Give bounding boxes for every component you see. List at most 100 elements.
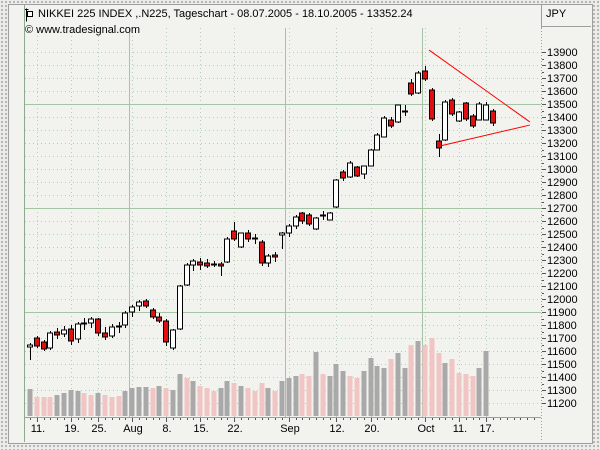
candle-body: [368, 149, 374, 167]
candle-body: [129, 306, 135, 313]
volume-bar: [150, 388, 156, 416]
y-axis-label: 11500: [547, 359, 577, 371]
volume-bar: [415, 341, 421, 416]
candle-body: [449, 99, 455, 115]
candle-body: [68, 328, 74, 342]
volume-bar: [388, 359, 394, 416]
candle-body: [211, 263, 217, 266]
candle-body: [374, 134, 380, 151]
volume-bar: [402, 368, 408, 416]
candle-body: [224, 238, 230, 263]
volume-bar: [286, 378, 292, 416]
volume-bar: [374, 366, 380, 416]
volume-bar: [27, 389, 33, 416]
volume-bar: [306, 376, 312, 416]
trendline: [439, 124, 530, 147]
volume-bar: [483, 351, 489, 416]
candle-body: [442, 101, 448, 141]
volume-bar: [156, 386, 162, 416]
volume-bar: [265, 388, 271, 416]
volume-bar: [238, 386, 244, 416]
candle-body: [204, 262, 210, 267]
candle-body: [41, 341, 47, 350]
candle-body: [340, 171, 346, 179]
y-axis-label: 13100: [547, 151, 578, 163]
y-axis-label: 13000: [547, 164, 578, 176]
x-axis-label: Aug: [123, 423, 143, 435]
candle-body: [361, 165, 367, 175]
candle-body: [109, 326, 115, 337]
volume-bar: [327, 376, 333, 416]
chart-window: [8, 4, 593, 444]
volume-bar: [68, 390, 74, 416]
candle-body: [272, 254, 278, 258]
candle-body: [184, 264, 190, 286]
volume-bar: [163, 388, 169, 416]
volume-bar: [449, 359, 455, 416]
candle-body: [299, 212, 305, 222]
volume-bar: [368, 358, 374, 416]
volume-bar: [218, 388, 224, 416]
volume-bar: [211, 391, 217, 416]
volume-bar: [313, 352, 319, 416]
candle-body: [327, 212, 333, 221]
volume-bar: [333, 364, 339, 416]
candle-body: [61, 329, 67, 335]
candle-body: [395, 104, 401, 123]
x-axis-label: 12.: [329, 423, 344, 435]
volume-bar: [47, 397, 53, 416]
currency-box: [542, 5, 591, 27]
candle-body: [218, 263, 224, 267]
candle-body: [136, 301, 142, 307]
x-axis-label: 17.: [479, 423, 494, 435]
x-axis-label: Oct: [417, 423, 434, 435]
candle-body: [408, 82, 414, 95]
y-axis-label: 13600: [547, 86, 578, 98]
volume-bar: [170, 390, 176, 416]
candle-body: [170, 329, 176, 349]
candle-body: [279, 232, 285, 236]
y-axis-label: 12400: [547, 242, 578, 254]
candle-body: [470, 115, 476, 127]
y-axis-label: 12200: [547, 268, 578, 280]
volume-bar: [109, 397, 115, 416]
candle-body: [47, 332, 53, 349]
volume-bar: [442, 363, 448, 416]
y-axis-label: 12600: [547, 216, 578, 228]
candle-body: [354, 166, 360, 177]
volume-bar: [354, 378, 360, 416]
y-axis-label: 11300: [547, 385, 577, 397]
candle-body: [293, 216, 299, 227]
y-axis-label: 13400: [547, 112, 578, 124]
volume-bar: [320, 374, 326, 416]
x-axis-label: 20.: [364, 423, 379, 435]
candle-body: [476, 103, 482, 121]
volume-bar: [34, 397, 40, 416]
candle-body: [143, 300, 149, 307]
y-axis-label: 12000: [547, 294, 578, 306]
y-axis-label: 13800: [547, 60, 578, 72]
volume-bar: [136, 387, 142, 416]
volume-bar: [340, 371, 346, 416]
candle-body: [456, 111, 462, 122]
candle-body: [54, 331, 60, 336]
candle-body: [197, 261, 203, 266]
x-axis-label: 11.: [31, 423, 45, 435]
y-axis-label: 11400: [547, 372, 577, 384]
volume-bar: [102, 395, 108, 416]
x-axis-label: 11.: [453, 423, 467, 435]
candle-body: [88, 318, 94, 324]
volume-bar: [470, 376, 476, 416]
volume-bar: [252, 391, 258, 416]
volume-bar: [122, 391, 128, 416]
candle-body: [75, 323, 81, 340]
volume-bar: [81, 393, 87, 416]
candle-body: [245, 232, 251, 240]
volume-bar: [54, 395, 60, 416]
volume-bar: [184, 378, 190, 416]
candle-body: [265, 255, 271, 264]
copyright-label: © www.tradesignal.com: [25, 24, 141, 36]
y-axis-label: 13200: [547, 138, 578, 150]
